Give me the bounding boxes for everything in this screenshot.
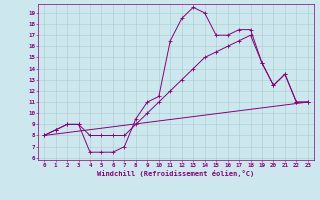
X-axis label: Windchill (Refroidissement éolien,°C): Windchill (Refroidissement éolien,°C): [97, 170, 255, 177]
